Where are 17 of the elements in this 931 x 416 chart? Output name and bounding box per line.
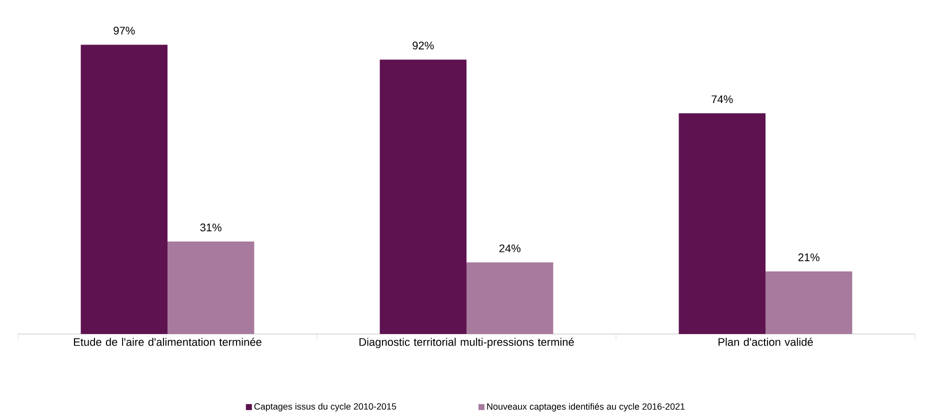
bar: [466, 262, 554, 334]
data-label: 74%: [712, 95, 733, 104]
data-label: 24%: [499, 244, 520, 252]
data-label: 92%: [412, 42, 434, 50]
bar: [380, 60, 467, 334]
bar: [678, 113, 766, 334]
legend-label: Captages issus du cycle 2010-2015: [254, 403, 396, 412]
bar: [168, 242, 254, 334]
bar: [80, 44, 168, 334]
x-tick-label: Plan d'action validé: [718, 338, 813, 346]
x-tick-label: Etude de l'aire d'alimentation terminée: [74, 338, 262, 346]
legend-label: Nouveaux captages identifiés au cycle 2016-2021: [487, 402, 685, 412]
x-tick-label: Diagnostic territorial multi-pressions terminé: [360, 338, 574, 348]
bar: [766, 271, 852, 334]
data-label: 31%: [200, 224, 222, 232]
data-label: 21%: [798, 253, 820, 262]
data-label: 97%: [114, 26, 135, 35]
